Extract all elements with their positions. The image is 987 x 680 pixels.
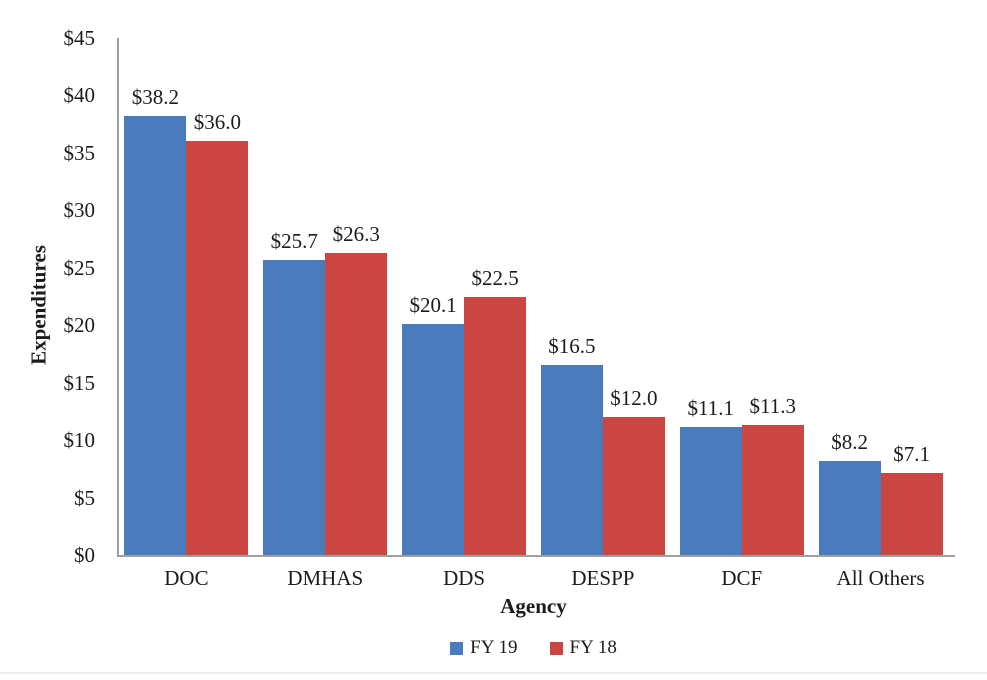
x-label-dcf: DCF [721, 566, 763, 590]
value-label-fy-19-dmhas: $25.7 [270, 228, 318, 253]
y-tick--5: $5 [74, 485, 95, 510]
y-tick--10: $10 [63, 428, 96, 453]
legend-item-fy-18: FY 18 [549, 637, 617, 659]
bar-fy-18-dds [464, 296, 527, 555]
x-label-dmhas: DMHAS [287, 566, 364, 590]
y-tick--20: $20 [63, 313, 96, 338]
x-label-doc: DOC [164, 566, 209, 590]
value-label-fy-19-dds: $20.1 [409, 293, 457, 318]
value-label-fy-18-dmhas: $26.3 [332, 221, 380, 246]
bar-fy-19-dds [402, 324, 465, 555]
bar-fy-19-doc [124, 116, 187, 555]
x-axis-title: Agency [500, 594, 567, 618]
bar-fy-19-dcf [679, 427, 742, 555]
x-label-dds: DDS [443, 566, 486, 590]
x-label-all-others: All Others [836, 566, 925, 590]
value-label-fy-19-doc: $38.2 [131, 85, 180, 110]
bar-fy-18-despp [602, 417, 665, 555]
value-label-fy-18-despp: $12.0 [610, 386, 658, 411]
bottom-divider-line [0, 672, 987, 674]
legend-label-fy-18: FY 18 [569, 637, 617, 658]
value-label-fy-19-despp: $16.5 [548, 334, 596, 359]
value-label-fy-18-dcf: $11.3 [749, 394, 796, 419]
bar-fy-19-all-others [818, 460, 881, 555]
y-tick--15: $15 [63, 370, 96, 395]
value-label-fy-19-all-others: $8.2 [831, 429, 868, 454]
y-tick--30: $30 [63, 198, 96, 223]
legend-label-fy-19: FY 19 [470, 637, 518, 658]
chart-legend: FY 19 FY 18 [117, 637, 950, 659]
bar-fy-18-dmhas [325, 252, 388, 555]
value-label-fy-18-doc: $36.0 [193, 110, 242, 135]
y-tick--25: $25 [63, 255, 96, 280]
legend-item-fy-19: FY 19 [450, 637, 518, 659]
x-label-despp: DESPP [571, 566, 635, 590]
y-tick--45: $45 [63, 26, 96, 50]
value-label-fy-18-dds: $22.5 [471, 265, 519, 290]
bar-fy-18-dcf [741, 425, 804, 555]
bar-fy-19-despp [540, 365, 603, 555]
value-label-fy-19-dcf: $11.1 [687, 396, 734, 421]
y-tick--35: $35 [63, 140, 96, 165]
bar-fy-18-doc [186, 141, 249, 555]
y-tick--0: $0 [74, 543, 95, 567]
value-label-fy-18-all-others: $7.1 [893, 442, 930, 467]
bar-fy-19-dmhas [263, 259, 326, 555]
legend-swatch-fy-19 [450, 641, 464, 655]
bar-fy-18-all-others [880, 473, 943, 555]
legend-swatch-fy-18 [549, 641, 563, 655]
x-axis-line [117, 555, 955, 557]
y-axis-line [117, 38, 119, 555]
y-tick--40: $40 [63, 83, 96, 108]
